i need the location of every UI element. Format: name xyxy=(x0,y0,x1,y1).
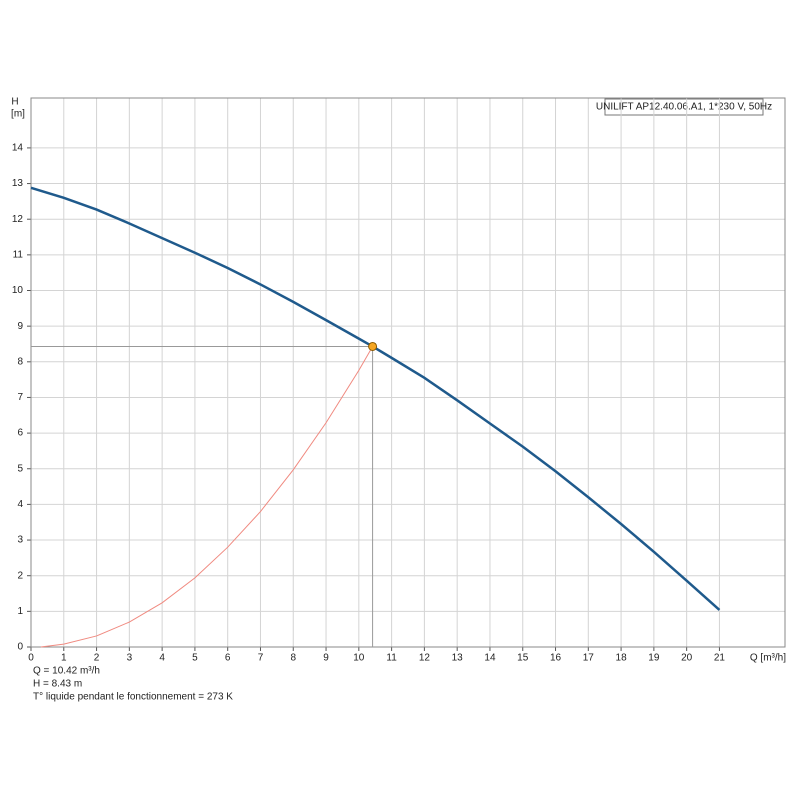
x-tick-label: 12 xyxy=(419,653,431,664)
x-tick-label: 15 xyxy=(517,653,529,664)
y-tick-label: 12 xyxy=(12,214,24,225)
legend-text: UNILIFT AP12.40.06.A1, 1*230 V, 50Hz xyxy=(596,102,772,113)
y-tick-label: 0 xyxy=(17,642,23,653)
y-tick-label: 1 xyxy=(17,606,23,617)
x-tick-label: 13 xyxy=(452,653,464,664)
x-tick-label: 17 xyxy=(583,653,595,664)
x-tick-label: 0 xyxy=(28,653,34,664)
plot-frame xyxy=(30,97,786,648)
x-tick-label: 14 xyxy=(484,653,496,664)
y-tick-label: 6 xyxy=(17,428,23,439)
x-tick-label: 5 xyxy=(192,653,198,664)
y-tick-label: 3 xyxy=(17,535,23,546)
x-tick-label: 1 xyxy=(61,653,67,664)
y-tick-label: 9 xyxy=(17,321,23,332)
y-tick-label: 10 xyxy=(12,285,24,296)
x-tick-label: 10 xyxy=(353,653,365,664)
x-tick-label: 19 xyxy=(648,653,660,664)
x-tick-label: 20 xyxy=(681,653,693,664)
y-unit: [m] xyxy=(11,109,25,120)
x-tick-label: 18 xyxy=(616,653,628,664)
x-tick-label: 11 xyxy=(386,653,397,664)
y-label: H xyxy=(11,97,18,108)
curve xyxy=(40,346,374,648)
x-tick-label: 8 xyxy=(290,653,296,664)
operating-point xyxy=(368,341,378,351)
y-tick-label: 13 xyxy=(12,178,24,189)
x-tick-label: 6 xyxy=(225,653,231,664)
annotation: Q = 10.42 m³/h xyxy=(33,666,100,677)
x-label: Q [m³/h] xyxy=(750,653,786,664)
annotation: H = 8.43 m xyxy=(33,679,82,690)
annotation: T° liquide pendant le fonctionnement = 2… xyxy=(33,692,233,703)
y-tick-label: 11 xyxy=(13,249,24,260)
x-tick-label: 16 xyxy=(550,653,562,664)
y-tick-label: 4 xyxy=(17,499,23,510)
x-tick-label: 7 xyxy=(258,653,264,664)
legend-box xyxy=(604,98,764,116)
y-tick-label: 7 xyxy=(17,392,23,403)
y-tick-label: 8 xyxy=(17,356,23,367)
y-tick-label: 5 xyxy=(17,463,23,474)
x-tick-label: 3 xyxy=(127,653,133,664)
y-tick-label: 2 xyxy=(17,570,23,581)
x-tick-label: 4 xyxy=(159,653,165,664)
x-tick-label: 21 xyxy=(714,653,726,664)
y-tick-label: 14 xyxy=(12,143,24,154)
x-tick-label: 2 xyxy=(94,653,100,664)
x-tick-label: 9 xyxy=(323,653,329,664)
